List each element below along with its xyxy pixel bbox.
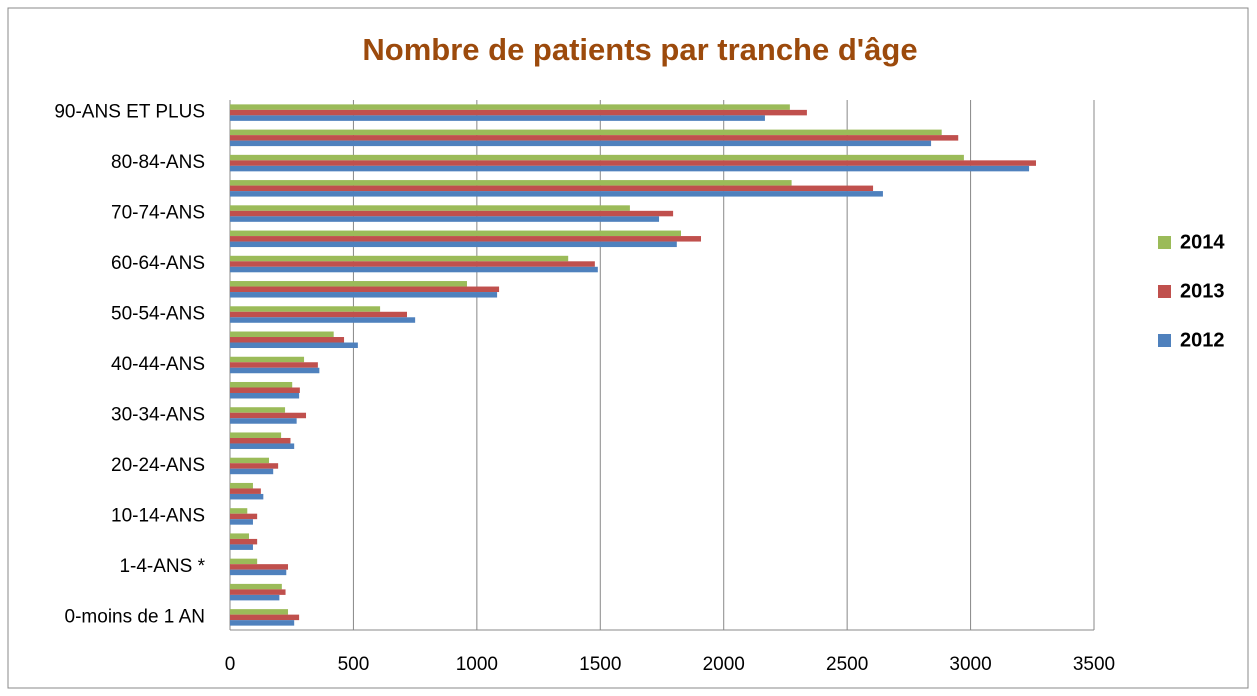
bar xyxy=(230,160,1036,166)
bar xyxy=(230,292,498,298)
y-tick-label: 70-74-ANS xyxy=(111,203,205,224)
bar xyxy=(230,216,660,222)
y-tick-label: 60-64-ANS xyxy=(111,253,205,274)
bar xyxy=(230,266,598,273)
y-tick-label: 1-4-ANS * xyxy=(119,556,205,577)
y-tick-label: 0-moins de 1 AN xyxy=(65,606,205,627)
bar xyxy=(230,180,792,186)
bar xyxy=(230,544,253,550)
bar xyxy=(230,589,286,595)
bar xyxy=(230,367,320,374)
bar xyxy=(230,154,964,161)
legend-label: 2012 xyxy=(1180,329,1225,351)
bar xyxy=(230,558,258,565)
bar xyxy=(230,437,291,444)
y-tick-label: 40-44-ANS xyxy=(111,354,205,375)
bar xyxy=(230,306,381,312)
y-tick-label: 20-24-ANS xyxy=(111,455,205,476)
bar xyxy=(230,317,416,323)
bar xyxy=(230,538,258,545)
chart-frame xyxy=(7,7,1249,689)
bar xyxy=(230,337,345,343)
bar xyxy=(230,519,253,525)
x-tick-label: 1000 xyxy=(456,654,498,675)
bar xyxy=(230,165,1030,172)
y-tick-label: 50-54-ANS xyxy=(111,304,205,325)
bar xyxy=(230,620,295,626)
x-tick-label: 2500 xyxy=(826,654,868,675)
legend-swatch xyxy=(1158,236,1171,249)
legend-swatch xyxy=(1158,334,1171,347)
bar xyxy=(230,407,286,413)
bar xyxy=(230,569,287,576)
legend-swatch xyxy=(1158,285,1171,298)
bar xyxy=(230,412,307,419)
bar xyxy=(230,443,295,449)
bar xyxy=(230,286,500,293)
bar xyxy=(230,457,270,464)
bar xyxy=(230,281,467,287)
x-tick-label: 500 xyxy=(338,654,370,675)
bar xyxy=(230,104,790,110)
chart-title: Nombre de patients par tranche d'âge xyxy=(362,32,917,67)
bar xyxy=(230,508,248,514)
bar xyxy=(230,609,289,615)
bar xyxy=(230,463,279,469)
x-tick-label: 2000 xyxy=(703,654,745,675)
bar xyxy=(230,583,282,590)
bar xyxy=(230,241,677,248)
bar xyxy=(230,331,334,338)
bar xyxy=(230,255,569,262)
bar xyxy=(230,594,280,601)
x-tick-label: 3500 xyxy=(1073,654,1115,675)
legend-label: 2013 xyxy=(1180,280,1225,302)
bar xyxy=(230,205,630,211)
bar xyxy=(230,140,932,147)
y-tick-label: 10-14-ANS xyxy=(111,505,205,526)
bar xyxy=(230,533,250,539)
bar xyxy=(230,488,261,494)
y-tick-label: 90-ANS ET PLUS xyxy=(54,102,205,123)
legend-label: 2014 xyxy=(1180,231,1225,253)
x-tick-label: 3000 xyxy=(949,654,991,675)
bar xyxy=(230,564,289,570)
bar xyxy=(230,381,293,388)
bar xyxy=(230,115,765,121)
bar xyxy=(230,342,358,349)
bar xyxy=(230,482,253,489)
bar xyxy=(230,191,883,197)
bar xyxy=(230,392,300,399)
x-tick-label: 1500 xyxy=(579,654,621,675)
bar xyxy=(230,210,674,217)
bar xyxy=(230,261,595,267)
bar xyxy=(230,513,258,520)
bar xyxy=(230,109,807,116)
bar xyxy=(230,185,874,192)
bar xyxy=(230,236,702,242)
bar xyxy=(230,493,264,500)
bar xyxy=(230,129,942,136)
x-tick-label: 0 xyxy=(225,654,236,675)
bar xyxy=(230,356,305,363)
y-tick-label: 80-84-ANS xyxy=(111,152,205,173)
bar xyxy=(230,311,407,318)
bar xyxy=(230,614,300,621)
bar xyxy=(230,387,300,393)
bar xyxy=(230,468,274,475)
y-tick-label: 30-34-ANS xyxy=(111,404,205,425)
bar xyxy=(230,135,959,141)
bar xyxy=(230,230,682,237)
bar xyxy=(230,432,282,438)
bar xyxy=(230,362,318,368)
bar xyxy=(230,418,297,424)
